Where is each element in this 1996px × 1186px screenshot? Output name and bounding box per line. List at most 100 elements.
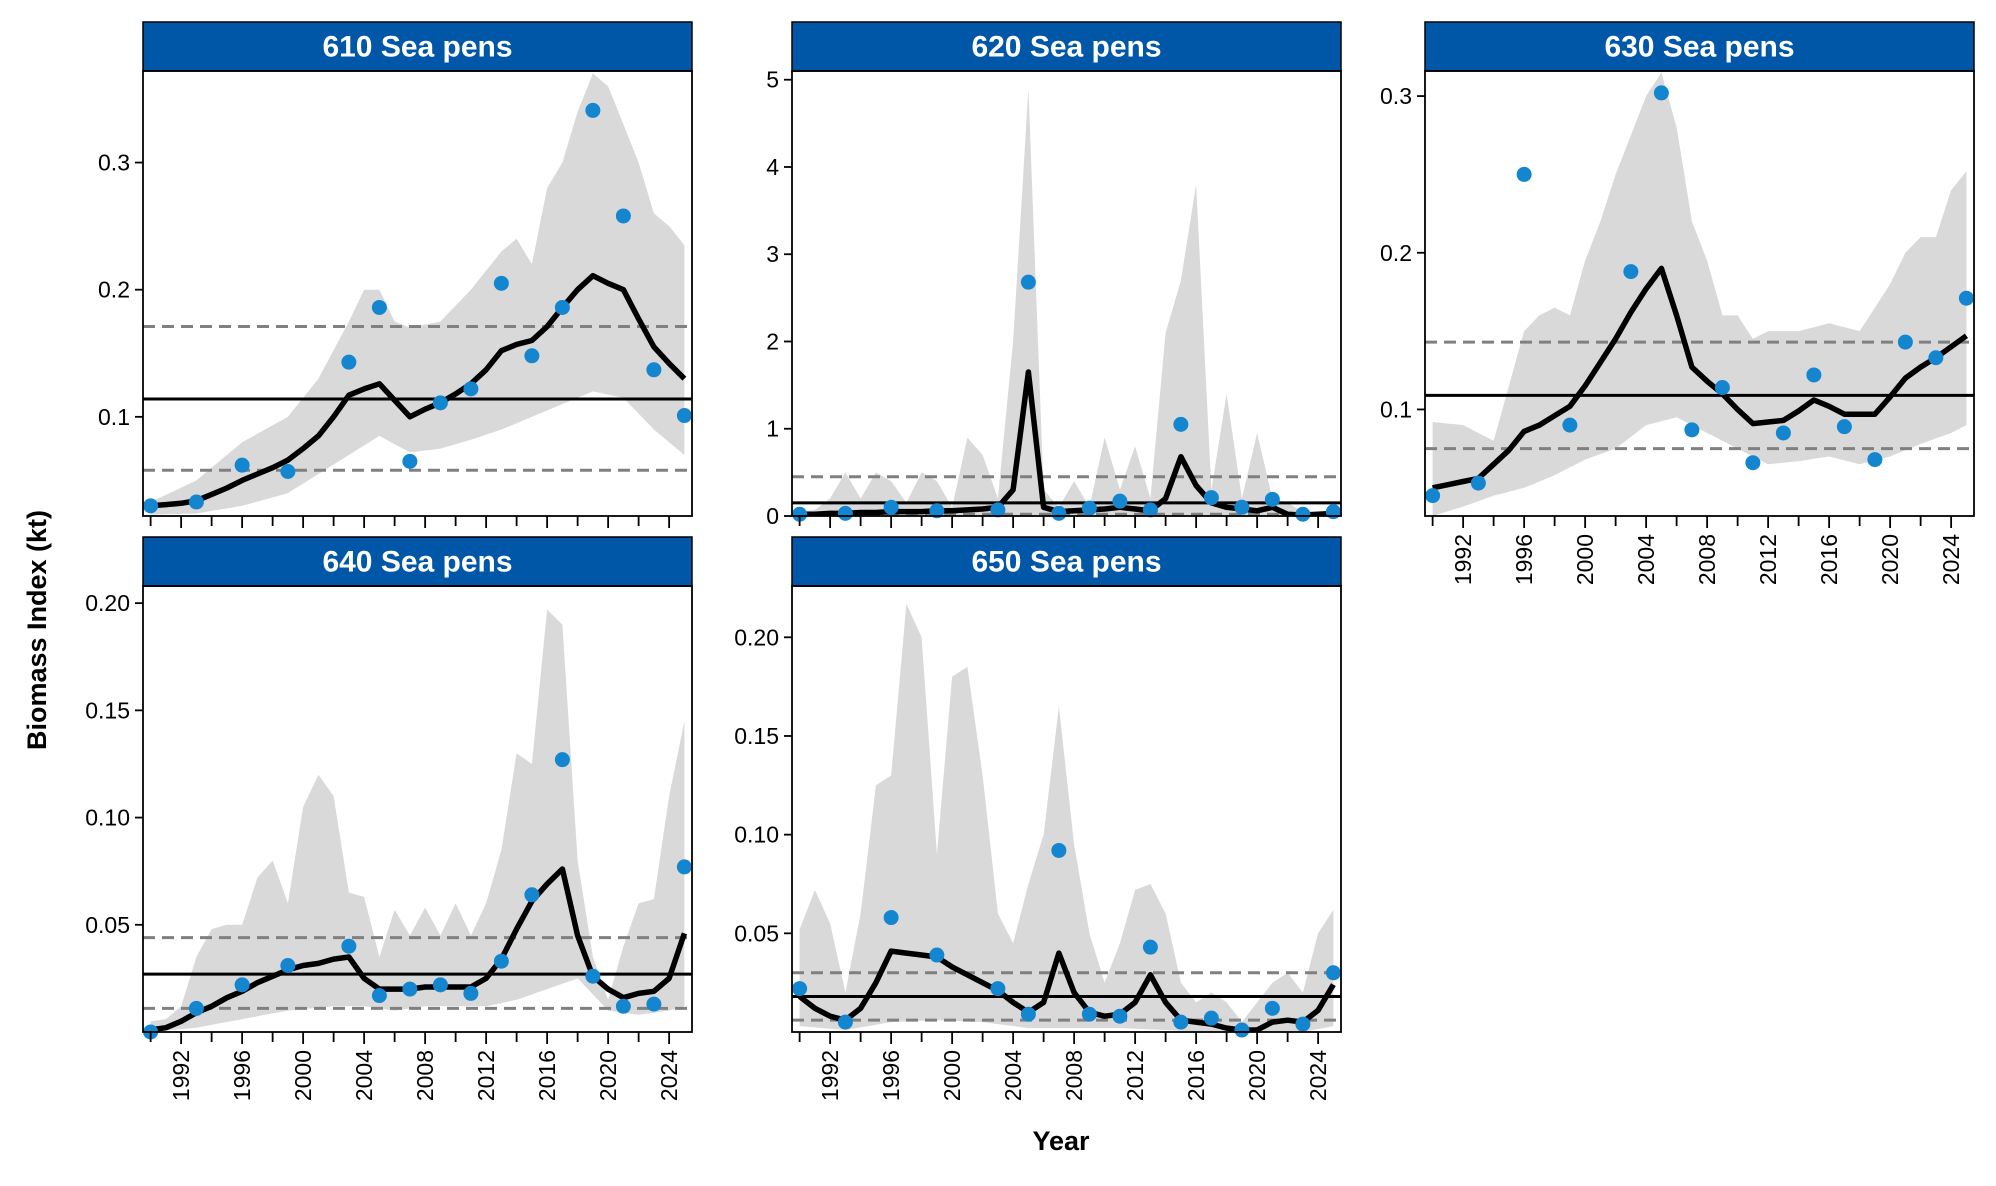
observed-point	[1142, 502, 1158, 518]
observed-point	[615, 998, 631, 1014]
y-tick-label: 5	[766, 67, 779, 93]
observed-point	[1173, 1014, 1189, 1030]
observed-point	[1112, 493, 1128, 509]
y-tick-label: 0.15	[734, 723, 779, 749]
observed-point	[1897, 334, 1913, 350]
observed-point	[676, 859, 692, 875]
x-tick-label: 2012	[1755, 534, 1781, 585]
observed-point	[554, 752, 570, 768]
y-tick-label: 2	[766, 328, 779, 354]
panel-title: 640 Sea pens	[322, 546, 512, 579]
observed-point	[1264, 491, 1280, 507]
x-tick-label: 2000	[290, 1050, 316, 1101]
observed-point	[990, 981, 1006, 997]
y-tick-label: 1	[766, 416, 779, 442]
x-tick-label: 1996	[1511, 534, 1537, 585]
observed-point	[1203, 490, 1219, 506]
panel-frame	[1424, 70, 1975, 517]
x-tick-label: 1992	[168, 1050, 194, 1101]
x-tick-label: 2024	[1305, 1050, 1331, 1101]
plot-area	[792, 88, 1341, 516]
y-tick-label: 0.20	[734, 624, 779, 650]
x-tick-label: 2012	[1122, 1050, 1148, 1101]
observed-point	[1684, 422, 1700, 438]
x-tick-label: 2008	[1694, 534, 1720, 585]
observed-point	[1623, 264, 1639, 280]
panel-title: 610 Sea pens	[322, 31, 512, 64]
x-tick-label: 2016	[1816, 534, 1842, 585]
observed-point	[463, 381, 479, 397]
x-tick-label: 2008	[1061, 1050, 1087, 1101]
panel-frame	[791, 585, 1342, 1033]
observed-point	[1867, 452, 1883, 468]
observed-point	[1836, 419, 1852, 435]
panel-header	[142, 536, 693, 587]
panel-5: 650 Sea pens 0.05 0.10 0.15 0.20 1992 1996 2000…	[734, 536, 1342, 1101]
observed-point	[585, 968, 601, 984]
y-tick-label: 0.1	[98, 404, 130, 430]
observed-point	[143, 498, 159, 514]
observed-point	[554, 299, 570, 315]
observed-point	[1745, 455, 1761, 471]
observed-point	[1806, 367, 1822, 383]
observed-point	[341, 938, 357, 954]
panel-4: 640 Sea pens 0.05 0.10 0.15 0.20 1992 1996 2000…	[85, 536, 693, 1101]
confidence-band	[150, 609, 685, 1032]
panel-frame	[142, 70, 693, 517]
observed-point	[1958, 290, 1974, 306]
x-tick-label: 2004	[1000, 1050, 1026, 1101]
x-axis-label: Year	[1032, 1126, 1090, 1156]
observed-point	[1051, 505, 1067, 521]
panel-frame	[142, 585, 693, 1033]
observed-point	[1775, 425, 1791, 441]
y-tick-label: 0.3	[98, 150, 130, 176]
observed-point	[615, 208, 631, 224]
observed-point	[402, 453, 418, 469]
observed-point	[463, 985, 479, 1001]
panel-header	[791, 21, 1342, 72]
confidence-band	[1432, 72, 1967, 516]
observed-point	[432, 977, 448, 993]
x-tick-label: 2008	[412, 1050, 438, 1101]
observed-point	[1425, 488, 1441, 504]
observed-point	[929, 947, 945, 963]
observed-point	[188, 494, 204, 510]
observed-point	[280, 464, 296, 479]
y-tick-label: 0.05	[734, 920, 779, 946]
observed-point	[1295, 1016, 1311, 1032]
y-tick-label: 0.05	[85, 912, 130, 938]
observed-point	[837, 505, 853, 521]
x-tick-label: 2016	[1183, 1050, 1209, 1101]
y-tick-label: 0.2	[1380, 240, 1412, 266]
observed-point	[371, 299, 387, 315]
panel-2: 620 Sea pens 0 1 2 3 4 5	[766, 21, 1342, 529]
x-tick-label: 2000	[1572, 534, 1598, 585]
observed-point	[188, 1000, 204, 1016]
x-tick-label: 2020	[1877, 534, 1903, 585]
observed-point	[929, 503, 945, 519]
observed-point	[1112, 1008, 1128, 1024]
confidence-band	[799, 603, 1334, 1032]
x-tick-label: 2000	[939, 1050, 965, 1101]
panel-title: 650 Sea pens	[971, 546, 1161, 579]
observed-point	[524, 348, 540, 364]
x-tick-label: 1992	[1450, 534, 1476, 585]
x-tick-label: 2016	[534, 1050, 560, 1101]
confidence-band	[150, 73, 685, 515]
observed-point	[1470, 475, 1486, 491]
observed-point	[1051, 842, 1067, 858]
observed-point	[341, 354, 357, 370]
fit-line	[150, 272, 687, 509]
y-tick-label: 0.2	[98, 277, 130, 303]
observed-point	[585, 102, 601, 118]
observed-point	[646, 362, 662, 378]
x-tick-label: 1996	[878, 1050, 904, 1101]
observed-point	[837, 1014, 853, 1030]
observed-point	[432, 395, 448, 411]
x-tick-label: 2024	[656, 1050, 682, 1101]
observed-point	[402, 981, 418, 997]
x-tick-label: 1996	[229, 1050, 255, 1101]
